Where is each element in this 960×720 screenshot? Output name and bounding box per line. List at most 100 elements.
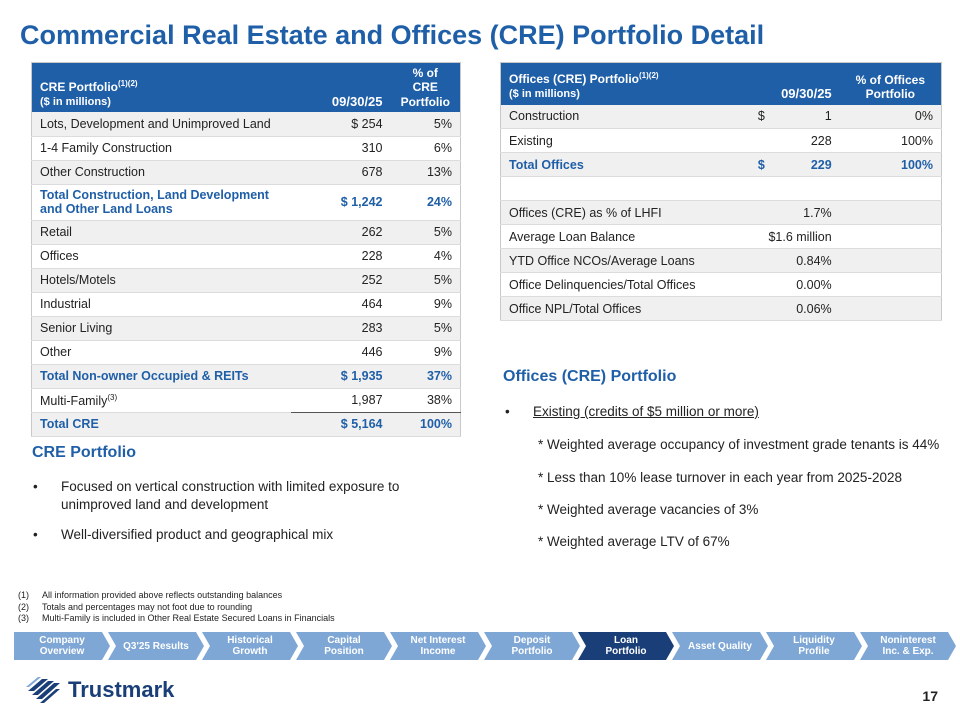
cre-table-row: Offices 228 4% [31,244,461,269]
nav-tab-label: Noninterest Inc. & Exp. [880,635,936,657]
offices-metric-label: Office NPL/Total Offices [500,296,750,321]
nav-tab-5[interactable]: Deposit Portfolio [484,632,580,660]
cre-section-heading: CRE Portfolio [32,444,136,461]
offices-table-spacer [500,176,942,201]
cre-table-row: Other Construction 678 13% [31,160,461,185]
offices-row-value-cell: $1 [749,104,840,129]
offices-metric-row: Average Loan Balance $1.6 million [500,224,942,249]
cre-row-label: Total CRE [31,412,291,437]
logo-text: Trustmark [68,677,175,702]
cre-table-header-label: CRE Portfolio(1)(2) ($ in millions) [31,62,291,113]
nav-tab-label-line1: Noninterest [880,635,936,646]
cre-table-row: Total Construction, Land Development and… [31,184,461,221]
bullet-dot-icon: • [33,527,38,542]
nav-tab-9[interactable]: Noninterest Inc. & Exp. [860,632,956,660]
cre-row-label: Multi-Family(3) [31,388,291,413]
nav-tab-2[interactable]: Historical Growth [202,632,298,660]
offices-table-row: Construction $1 0% [500,104,942,129]
cre-header-sup: (1)(2) [118,78,138,88]
footnotes: (1) All information provided above reflec… [18,590,335,625]
nav-tab-7[interactable]: Asset Quality [672,632,768,660]
cre-row-pct: 5% [390,220,461,245]
cre-row-pct: 24% [390,184,461,221]
offices-row-value: 1 [824,109,832,124]
offices-metric-row: Office NPL/Total Offices 0.06% [500,296,942,321]
cre-row-label-sup: (3) [107,392,118,402]
cre-col-pct: % of CRE Portfolio [390,62,461,113]
offices-metric-row: Office Delinquencies/Total Offices 0.00% [500,272,942,297]
cre-row-pct: 9% [390,340,461,365]
offices-table-row: Total Offices $229 100% [500,152,942,177]
cre-header-title: CRE Portfolio [40,79,118,94]
offices-row-currency: $ [757,157,765,172]
nav-tab-6[interactable]: Loan Portfolio [578,632,674,660]
cre-row-value: 262 [290,220,391,245]
offices-metric-empty [839,224,942,249]
cre-row-label: Lots, Development and Unimproved Land [31,112,291,137]
nav-tab-label-line1: Capital [327,635,361,646]
offices-col-pct-line1: % of Offices [855,72,926,87]
cre-row-label-text: Multi-Family [40,393,108,408]
cre-row-value: $ 1,935 [290,364,391,389]
nav-tab-label-line2: Position [324,646,364,657]
nav-tab-label: Liquidity Profile [793,635,835,657]
trustmark-logo: Trustmark [26,675,174,705]
cre-row-value: 1,987 [290,388,391,413]
cre-row-value: $ 1,242 [290,184,391,221]
section-nav-bar: Company Overview Q3'25 Results Historical Gr… [14,632,954,660]
offices-header-sup: (1)(2) [639,70,659,80]
cre-bullet-1: • Focused on vertical construction with … [33,478,431,513]
cre-row-value: 678 [290,160,391,185]
cre-bullet-1-text: Focused on vertical construction with li… [61,479,400,512]
offices-metric-value: 0.84% [749,248,840,273]
cre-table-row: 1-4 Family Construction 310 6% [31,136,461,161]
offices-metric-empty [839,200,942,225]
offices-header-sub: ($ in millions) [509,88,580,101]
offices-metric-value: 0.00% [749,272,840,297]
offices-detail-line-4: * Weighted average LTV of 67% [538,534,730,549]
footnote-text: Totals and percentages may not foot due … [42,601,253,612]
cre-row-pct: 5% [390,268,461,293]
offices-metric-empty [839,296,942,321]
cre-table-row: Total CRE $ 5,164 100% [31,412,461,437]
cre-row-value: $ 254 [290,112,391,137]
nav-tab-4[interactable]: Net Interest Income [390,632,486,660]
offices-bullet-1-text: Existing (credits of $5 million or more) [533,404,759,419]
nav-tab-label: Company Overview [39,635,85,657]
nav-tab-label: Net Interest Income [410,635,465,657]
offices-row-currency: $ [757,109,765,124]
offices-row-label: Construction [500,104,750,129]
cre-bullet-2-text: Well-diversified product and geographica… [61,527,334,542]
offices-metric-label: Offices (CRE) as % of LHFI [500,200,750,225]
footnote-num: (3) [18,613,29,624]
nav-tab-1[interactable]: Q3'25 Results [108,632,204,660]
footnote-1: (1) All information provided above reflec… [18,590,335,602]
nav-tab-label-line2: Inc. & Exp. [882,646,934,657]
nav-tab-3[interactable]: Capital Position [296,632,392,660]
cre-table-row: Total Non-owner Occupied & REITs $ 1,935 3… [31,364,461,389]
cre-table-row: Multi-Family(3) 1,987 38% [31,388,461,413]
offices-table-header-label: Offices (CRE) Portfolio(1)(2) ($ in mill… [500,62,750,105]
footnote-2: (2) Totals and percentages may not foot d… [18,602,335,614]
offices-metric-label: YTD Office NCOs/Average Loans [500,248,750,273]
offices-detail-line-2: * Less than 10% lease turnover in each y… [538,470,902,485]
cre-row-value: 310 [290,136,391,161]
cre-table-row: Senior Living 283 5% [31,316,461,341]
footnote-3: (3) Multi-Family is included in Other Rea… [18,613,335,625]
cre-row-value: 464 [290,292,391,317]
cre-row-pct: 37% [390,364,461,389]
nav-tab-0[interactable]: Company Overview [14,632,110,660]
cre-row-value: $ 5,164 [290,412,391,437]
offices-detail-line-1: * Weighted average occupancy of investme… [538,437,940,452]
offices-bullet-1: • Existing (credits of $5 million or mor… [505,403,933,421]
offices-col-date: 09/30/25 [749,62,840,105]
offices-row-value-cell: 228 [749,128,840,153]
offices-metric-row: Offices (CRE) as % of LHFI 1.7% [500,200,942,225]
cre-table-row: Hotels/Motels 252 5% [31,268,461,293]
cre-portfolio-table: CRE Portfolio(1)(2) ($ in millions) 09/3… [31,62,461,437]
nav-tab-8[interactable]: Liquidity Profile [766,632,862,660]
cre-row-pct: 4% [390,244,461,269]
nav-tab-label-line1: Asset Quality [688,640,752,652]
offices-metric-value: 0.06% [749,296,840,321]
nav-tab-label-line1: Net Interest [410,635,466,646]
